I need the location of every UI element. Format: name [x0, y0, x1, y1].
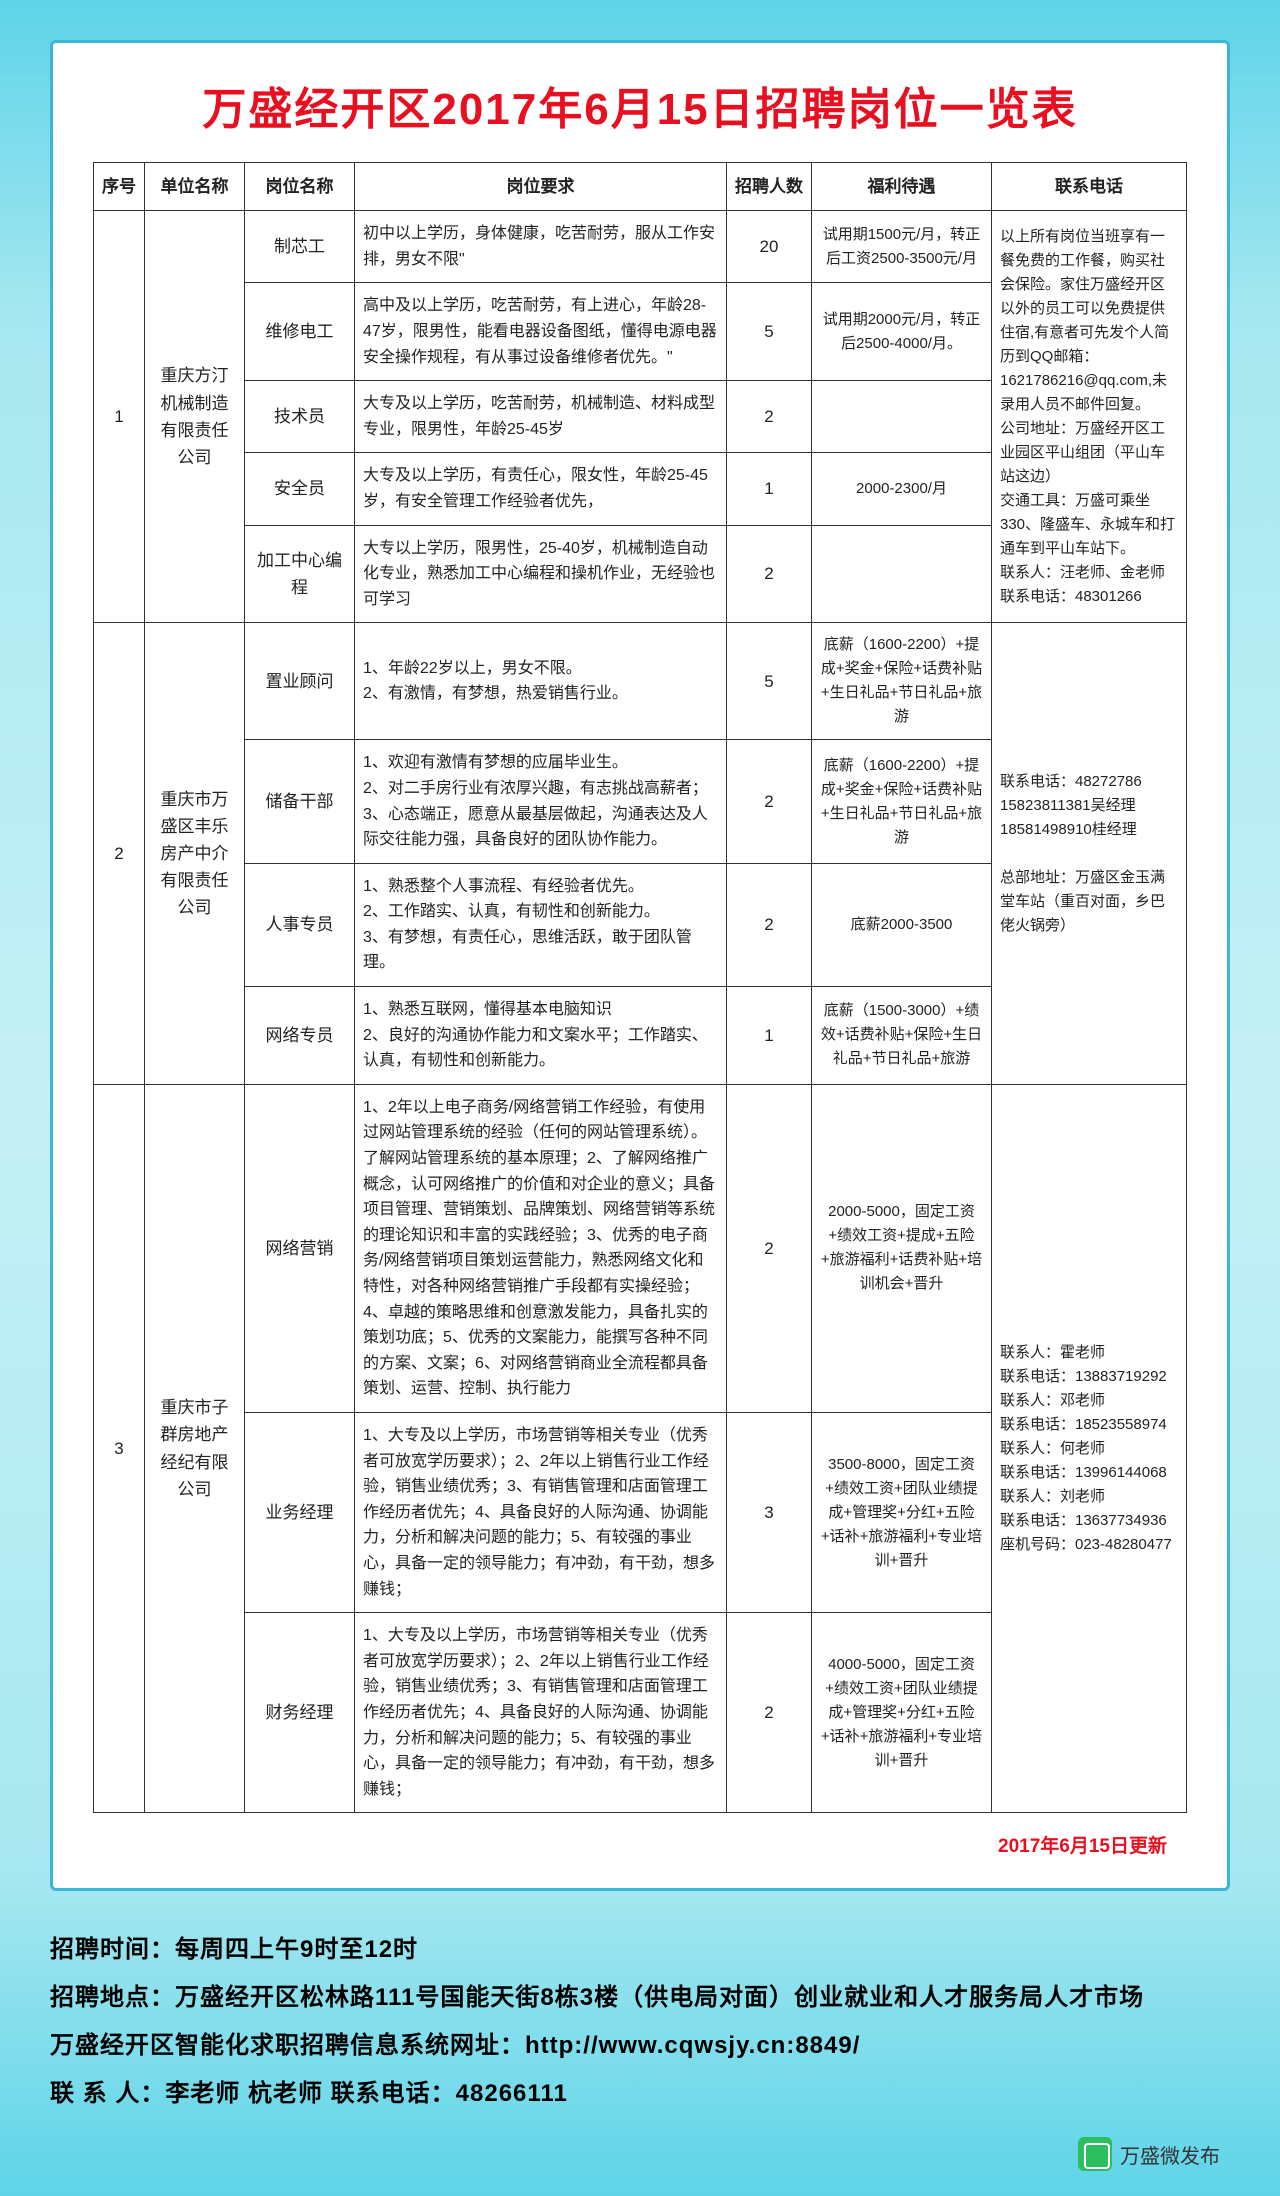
cell-requirement: 1、年龄22岁以上，男女不限。 2、有激情，有梦想，热爱销售行业。 — [355, 623, 727, 740]
cell-position: 财务经理 — [245, 1613, 355, 1813]
cell-company: 重庆市万盛区丰乐房产中介有限责任公司 — [145, 623, 245, 1085]
th-benefit: 福利待遇 — [812, 163, 992, 211]
cell-position: 加工中心编程 — [245, 525, 355, 623]
poster-card: 万盛经开区2017年6月15日招聘岗位一览表 序号 单位名称 岗位名称 岗位要求… — [50, 40, 1230, 1891]
cell-benefit: 4000-5000，固定工资+绩效工资+团队业绩提成+管理奖+分红+五险+话补+… — [812, 1613, 992, 1813]
cell-benefit — [812, 525, 992, 623]
cell-position: 人事专员 — [245, 863, 355, 986]
cell-requirement: 1、熟悉整个人事流程、有经验者优先。 2、工作踏实、认真，有韧性和创新能力。 3… — [355, 863, 727, 986]
cell-requirement: 大专及以上学历，吃苦耐劳，机械制造、材料成型专业，限男性，年龄25-45岁 — [355, 381, 727, 453]
footer-time: 招聘时间：每周四上午9时至12时 — [50, 1926, 1230, 1974]
cell-requirement: 1、2年以上电子商务/网络营销工作经验，有使用过网站管理系统的经验（任何的网站管… — [355, 1084, 727, 1412]
cell-company: 重庆方汀机械制造有限责任公司 — [145, 211, 245, 623]
cell-contact: 联系人：霍老师 联系电话：13883719292 联系人：邓老师 联系电话：18… — [992, 1084, 1187, 1812]
cell-position: 安全员 — [245, 453, 355, 525]
cell-benefit: 底薪2000-3500 — [812, 863, 992, 986]
cell-company: 重庆市子群房地产经纪有限公司 — [145, 1084, 245, 1812]
cell-position: 技术员 — [245, 381, 355, 453]
footer-web: 万盛经开区智能化求职招聘信息系统网址：http://www.cqwsjy.cn:… — [50, 2022, 1230, 2070]
table-row: 2重庆市万盛区丰乐房产中介有限责任公司置业顾问1、年龄22岁以上，男女不限。 2… — [94, 623, 1187, 740]
cell-count: 1 — [727, 987, 812, 1085]
cell-benefit: 试用期2000元/月，转正后2500-4000/月。 — [812, 283, 992, 381]
main-title: 万盛经开区2017年6月15日招聘岗位一览表 — [93, 73, 1187, 137]
footer-contact: 联 系 人：李老师 杭老师 联系电话：48266111 — [50, 2070, 1230, 2118]
cell-benefit: 2000-2300/月 — [812, 453, 992, 525]
cell-position: 置业顾问 — [245, 623, 355, 740]
th-requirement: 岗位要求 — [355, 163, 727, 211]
cell-count: 2 — [727, 863, 812, 986]
cell-position: 网络营销 — [245, 1084, 355, 1412]
cell-position: 制芯工 — [245, 211, 355, 283]
table-body: 1重庆方汀机械制造有限责任公司制芯工初中以上学历，身体健康，吃苦耐劳，服从工作安… — [94, 211, 1187, 1813]
cell-requirement: 大专及以上学历，有责任心，限女性，年龄25-45岁，有安全管理工作经验者优先， — [355, 453, 727, 525]
cell-count: 5 — [727, 623, 812, 740]
cell-benefit: 试用期1500元/月，转正后工资2500-3500元/月 — [812, 211, 992, 283]
watermark-text: 万盛微发布 — [1120, 2140, 1220, 2169]
cell-count: 1 — [727, 453, 812, 525]
cell-requirement: 1、大专及以上学历，市场营销等相关专业（优秀者可放宽学历要求）；2、2年以上销售… — [355, 1412, 727, 1612]
cell-benefit — [812, 381, 992, 453]
cell-requirement: 初中以上学历，身体健康，吃苦耐劳，服从工作安排，男女不限" — [355, 211, 727, 283]
wechat-icon — [1078, 2137, 1112, 2171]
th-count: 招聘人数 — [727, 163, 812, 211]
cell-benefit: 3500-8000，固定工资+绩效工资+团队业绩提成+管理奖+分红+五险+话补+… — [812, 1412, 992, 1612]
cell-seq: 1 — [94, 211, 145, 623]
watermark: 万盛微发布 — [1078, 2137, 1220, 2171]
cell-contact: 联系电话：48272786 15823811381吴经理 18581498910… — [992, 623, 1187, 1085]
cell-position: 储备干部 — [245, 740, 355, 863]
cell-count: 3 — [727, 1412, 812, 1612]
cell-contact: 以上所有岗位当班享有一餐免费的工作餐，购买社会保险。家住万盛经开区以外的员工可以… — [992, 211, 1187, 623]
cell-position: 业务经理 — [245, 1412, 355, 1612]
cell-requirement: 1、欢迎有激情有梦想的应届毕业生。 2、对二手房行业有浓厚兴趣，有志挑战高薪者；… — [355, 740, 727, 863]
th-contact: 联系电话 — [992, 163, 1187, 211]
table-row: 1重庆方汀机械制造有限责任公司制芯工初中以上学历，身体健康，吃苦耐劳，服从工作安… — [94, 211, 1187, 283]
cell-count: 2 — [727, 1613, 812, 1813]
th-company: 单位名称 — [145, 163, 245, 211]
recruitment-table: 序号 单位名称 岗位名称 岗位要求 招聘人数 福利待遇 联系电话 1重庆方汀机械… — [93, 162, 1187, 1813]
cell-count: 2 — [727, 381, 812, 453]
update-date: 2017年6月15日更新 — [93, 1831, 1167, 1858]
cell-requirement: 大专以上学历，限男性，25-40岁，机械制造自动化专业，熟悉加工中心编程和操机作… — [355, 525, 727, 623]
table-header-row: 序号 单位名称 岗位名称 岗位要求 招聘人数 福利待遇 联系电话 — [94, 163, 1187, 211]
th-seq: 序号 — [94, 163, 145, 211]
th-position: 岗位名称 — [245, 163, 355, 211]
cell-requirement: 1、熟悉互联网，懂得基本电脑知识 2、良好的沟通协作能力和文案水平；工作踏实、认… — [355, 987, 727, 1085]
cell-position: 网络专员 — [245, 987, 355, 1085]
cell-position: 维修电工 — [245, 283, 355, 381]
cell-count: 2 — [727, 740, 812, 863]
cell-count: 5 — [727, 283, 812, 381]
cell-benefit: 底薪（1600-2200）+提成+奖金+保险+话费补贴+生日礼品+节日礼品+旅游 — [812, 623, 992, 740]
cell-benefit: 底薪（1600-2200）+提成+奖金+保险+话费补贴+生日礼品+节日礼品+旅游 — [812, 740, 992, 863]
cell-count: 20 — [727, 211, 812, 283]
cell-benefit: 2000-5000，固定工资+绩效工资+提成+五险+旅游福利+话费补贴+培训机会… — [812, 1084, 992, 1412]
cell-seq: 3 — [94, 1084, 145, 1812]
cell-count: 2 — [727, 525, 812, 623]
cell-benefit: 底薪（1500-3000）+绩效+话费补贴+保险+生日礼品+节日礼品+旅游 — [812, 987, 992, 1085]
footer-info: 招聘时间：每周四上午9时至12时 招聘地点：万盛经开区松林路111号国能天街8栋… — [50, 1926, 1230, 2118]
footer-addr: 招聘地点：万盛经开区松林路111号国能天街8栋3楼（供电局对面）创业就业和人才服… — [50, 1974, 1230, 2022]
cell-requirement: 1、大专及以上学历，市场营销等相关专业（优秀者可放宽学历要求）；2、2年以上销售… — [355, 1613, 727, 1813]
cell-count: 2 — [727, 1084, 812, 1412]
cell-seq: 2 — [94, 623, 145, 1085]
table-row: 3重庆市子群房地产经纪有限公司网络营销1、2年以上电子商务/网络营销工作经验，有… — [94, 1084, 1187, 1412]
cell-requirement: 高中及以上学历，吃苦耐劳，有上进心，年龄28-47岁，限男性，能看电器设备图纸，… — [355, 283, 727, 381]
